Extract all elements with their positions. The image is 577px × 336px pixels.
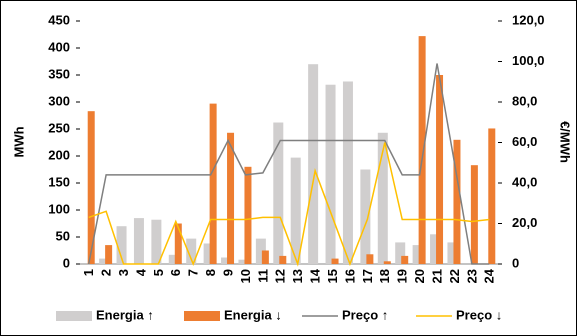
y-tick-label: 450 [48,12,70,27]
bar [383,261,391,264]
y-tick-label: 150 [48,174,70,189]
x-tick-label: 21 [429,269,444,283]
legend-swatch [184,311,220,321]
y-tick-label: 0 [63,255,70,270]
x-tick-label: 5 [151,269,166,276]
x-tick-label: 2 [99,269,114,276]
bar [453,139,461,264]
x-tick-label: 16 [342,269,357,283]
bar [168,254,179,264]
bar [174,223,182,264]
y2-tick-label: 120,0 [512,12,545,27]
bar [331,258,339,264]
x-tick-label: 9 [220,269,235,276]
bar [133,218,144,264]
y-tick-label: 400 [48,39,70,54]
y2-tick-label: 40,0 [512,174,537,189]
y2-axis-label: €/MWh [558,121,573,163]
bar [261,250,269,264]
x-tick-label: 18 [377,269,392,283]
bar [116,226,127,264]
line [87,63,490,265]
y-tick-label: 350 [48,66,70,81]
legend-label: Energia ↓ [224,307,282,322]
x-tick-label: 13 [290,269,305,283]
bar [360,169,371,264]
bar [401,255,409,264]
y-axis-label: MWh [11,126,26,157]
bar [209,103,217,265]
bar [412,245,423,264]
bar [105,245,113,264]
x-tick-label: 3 [116,269,131,276]
bar [279,255,287,264]
bar [436,75,444,264]
x-tick-label: 17 [360,269,375,283]
bar [273,122,284,265]
y2-tick-label: 0 [512,255,519,270]
bar [308,64,319,264]
bar [342,81,353,264]
x-tick-label: 20 [412,269,427,283]
y-tick-label: 300 [48,93,70,108]
bar [203,243,214,264]
y-tick-label: 100 [48,201,70,216]
bar [430,234,441,264]
bar [255,238,266,264]
bar [290,157,301,264]
x-tick-label: 6 [168,269,183,276]
legend-label: Energia ↑ [96,307,154,322]
line [88,142,490,267]
x-tick-label: 8 [203,269,218,276]
x-tick-label: 7 [186,269,201,276]
bar [87,111,95,265]
y2-tick-label: 60,0 [512,134,537,149]
y-tick-label: 200 [48,147,70,162]
bar [418,36,426,265]
bar [186,238,197,264]
bar [366,254,374,264]
bar [447,242,458,264]
legend-label: Preço ↓ [456,307,502,322]
bar [244,166,252,264]
y-tick-label: 250 [48,120,70,135]
x-tick-label: 4 [133,268,148,276]
x-tick-label: 23 [464,269,479,283]
y2-tick-label: 80,0 [512,93,537,108]
x-tick-label: 11 [255,269,270,283]
legend-swatch [56,311,92,321]
y2-tick-label: 20,0 [512,215,537,230]
bar [151,219,162,264]
x-tick-label: 14 [308,268,323,283]
bar [470,165,478,264]
x-tick-label: 19 [395,269,410,283]
x-tick-label: 15 [325,269,340,283]
legend-label: Preço ↑ [342,307,388,322]
bar [488,128,496,264]
bar [377,132,388,264]
bar [99,258,110,264]
y2-tick-label: 100,0 [512,53,545,68]
x-tick-label: 24 [482,268,497,283]
bar [238,259,249,264]
x-tick-label: 12 [273,269,288,283]
bar [227,132,235,264]
y-tick-label: 50 [56,228,70,243]
x-tick-label: 22 [447,269,462,283]
x-tick-label: 10 [238,269,253,283]
bar [325,84,336,264]
bar [221,257,232,264]
bar [395,242,406,264]
x-tick-label: 1 [81,269,96,276]
